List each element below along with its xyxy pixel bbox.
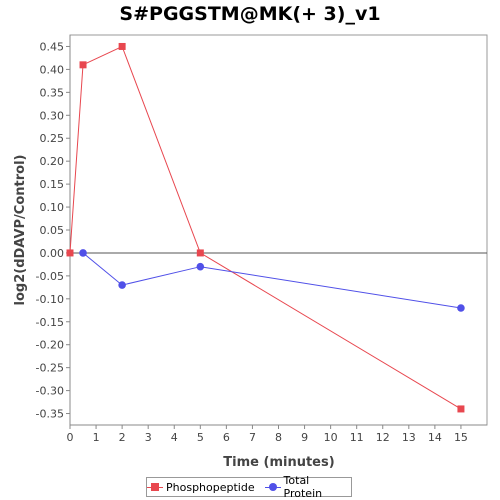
y-tick-label: -0.25 — [36, 362, 64, 375]
y-tick-label: 0.25 — [40, 132, 65, 145]
x-tick-label: 5 — [197, 431, 204, 444]
x-tick-label: 14 — [428, 431, 442, 444]
y-tick-label: 0.05 — [40, 224, 65, 237]
y-tick-label: -0.35 — [36, 408, 64, 421]
legend: Phosphopeptide Total Protein — [146, 474, 352, 500]
y-tick-label: 0.30 — [40, 109, 65, 122]
y-axis-title: log2(dDAVP/Control) — [13, 155, 28, 306]
legend-label-total-protein: Total Protein — [283, 474, 323, 500]
legend-item-total-protein: Total Protein — [264, 474, 351, 500]
legend-swatch-phosphopeptide — [147, 482, 163, 492]
x-tick-label: 6 — [223, 431, 230, 444]
legend-swatch-total-protein — [264, 482, 281, 492]
x-tick-label: 3 — [145, 431, 152, 444]
x-tick-label: 15 — [454, 431, 468, 444]
data-point-phosphopeptide — [66, 249, 74, 257]
x-tick-label: 1 — [93, 431, 100, 444]
y-tick-label: 0.15 — [40, 178, 65, 191]
x-tick-label: 4 — [171, 431, 178, 444]
x-tick-label: 7 — [249, 431, 256, 444]
data-point-total-protein — [196, 262, 205, 271]
y-tick-label: 0.20 — [40, 155, 65, 168]
y-tick-label: -0.30 — [36, 385, 64, 398]
data-point-phosphopeptide — [79, 61, 87, 69]
x-tick-label: 9 — [301, 431, 308, 444]
x-tick-label: 8 — [275, 431, 282, 444]
data-point-phosphopeptide — [196, 249, 204, 257]
x-tick-label: 2 — [119, 431, 126, 444]
plot-area — [69, 34, 488, 426]
x-tick-label: 11 — [350, 431, 364, 444]
x-tick-label: 12 — [376, 431, 390, 444]
y-tick-label: 0.45 — [40, 40, 65, 53]
y-tick-label: -0.10 — [36, 293, 64, 306]
y-tick-label: 0.10 — [40, 201, 65, 214]
x-axis-title: Time (minutes) — [223, 455, 334, 470]
data-point-phosphopeptide — [457, 405, 465, 413]
y-tick-label: 0.35 — [40, 86, 65, 99]
series-line-total-protein — [82, 252, 461, 309]
data-point-total-protein — [79, 249, 87, 257]
x-tick-label: 0 — [67, 431, 74, 444]
y-tick-label: 0.00 — [40, 247, 65, 260]
y-tick-label: -0.20 — [36, 339, 64, 352]
y-tick-label: -0.15 — [36, 316, 64, 329]
data-point-phosphopeptide — [118, 42, 126, 50]
x-tick-label: 10 — [324, 431, 338, 444]
legend-label-phosphopeptide: Phosphopeptide — [166, 480, 255, 494]
chart-title: S#PGGSTM@MK(+ 3)_v1 — [119, 3, 381, 25]
data-point-total-protein — [457, 304, 465, 312]
data-point-total-protein — [118, 281, 126, 289]
x-tick-label: 13 — [402, 431, 416, 444]
legend-item-phosphopeptide: Phosphopeptide — [147, 481, 255, 494]
y-tick-label: -0.05 — [36, 270, 64, 283]
y-tick-label: 0.40 — [40, 63, 65, 76]
